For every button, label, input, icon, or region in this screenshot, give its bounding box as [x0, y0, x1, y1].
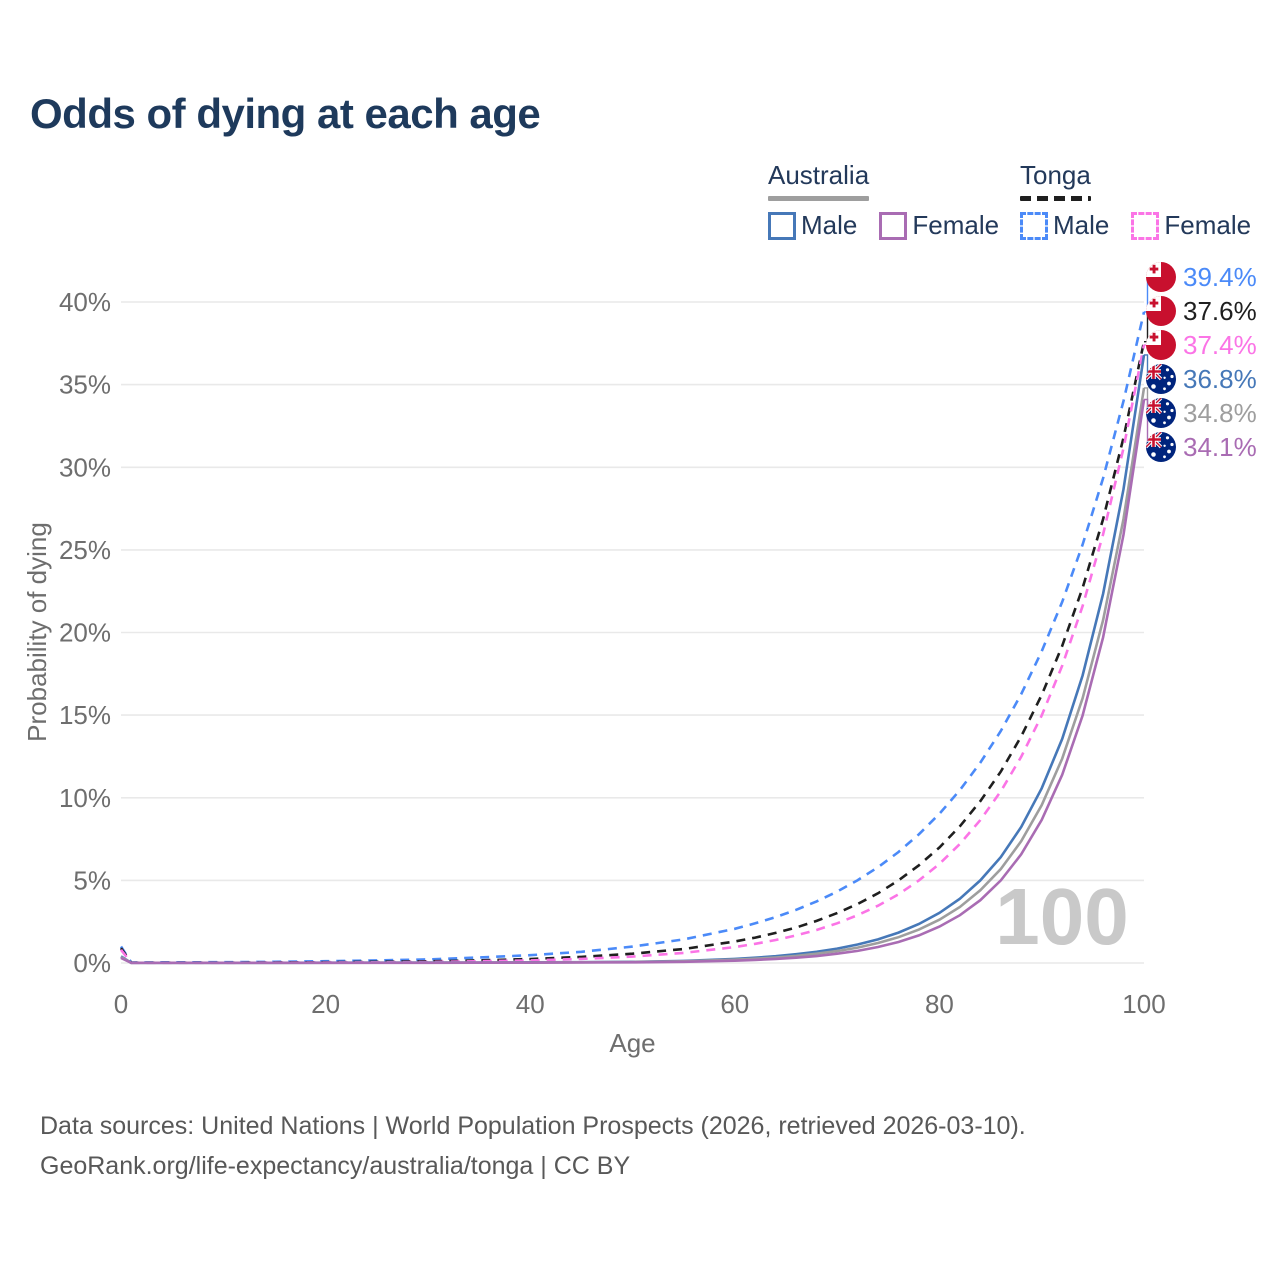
legend-item-australia-female[interactable]: Female: [879, 210, 999, 241]
end-label-tonga-male: 39.4%: [1146, 261, 1257, 293]
legend-item-label: Female: [1164, 210, 1252, 240]
y-tick-label: 40%: [59, 287, 111, 317]
end-label-value: 37.4%: [1183, 329, 1257, 360]
y-tick-label: 5%: [73, 865, 111, 895]
australia-flag-icon: [1146, 398, 1176, 428]
series-line-australia-both: [120, 387, 1146, 965]
end-label-tonga-female: 37.4%: [1146, 329, 1257, 361]
series-line-australia-male: [120, 354, 1146, 965]
end-label-australia-both: 34.8%: [1146, 397, 1257, 429]
x-tick-label: 40: [516, 989, 545, 1019]
end-label-australia-male: 36.8%: [1146, 363, 1257, 395]
legend-header-tonga: Tonga: [1020, 160, 1091, 201]
legend-country-label: Australia: [768, 160, 870, 190]
legend-underline-australia: [768, 196, 870, 201]
footer-sources: Data sources: United Nations | World Pop…: [40, 1112, 1026, 1140]
y-axis-title: Probability of dying: [22, 522, 52, 742]
line-swatch-icon: [879, 211, 908, 240]
legend-item-tonga-female[interactable]: Female: [1131, 210, 1251, 241]
series-line-tonga-female: [119, 344, 1146, 965]
end-label-value: 36.8%: [1183, 363, 1257, 394]
y-tick-label: 35%: [59, 370, 111, 400]
legend-group-tonga: Tonga Male Female: [1020, 160, 1251, 241]
tonga-flag-icon: [1146, 296, 1176, 326]
y-tick-label: 30%: [59, 452, 111, 482]
series-line-tonga-male: [119, 311, 1146, 964]
legend-underline-tonga: [1020, 196, 1091, 201]
x-axis-title: Age: [609, 1028, 655, 1058]
y-tick-label: 0%: [73, 948, 111, 978]
x-tick-label: 80: [925, 989, 954, 1019]
end-label-australia-female: 34.1%: [1146, 431, 1257, 463]
age-watermark: 100: [995, 872, 1128, 961]
footer: Data sources: United Nations | World Pop…: [40, 1106, 1026, 1186]
end-label-tonga-both: 37.6%: [1146, 295, 1257, 327]
australia-flag-icon: [1146, 364, 1176, 394]
x-tick-label: 0: [114, 989, 128, 1019]
end-label-value: 34.8%: [1183, 397, 1257, 428]
legend-item-label: Male: [801, 210, 858, 240]
legend-item-tonga-male[interactable]: Male: [1020, 210, 1109, 241]
line-swatch-icon: [1131, 211, 1160, 240]
legend-country-label: Tonga: [1020, 160, 1091, 190]
australia-flag-icon: [1146, 432, 1176, 462]
mortality-line-chart[interactable]: 0% 5% 10% 15% 20% 25% 30% 35% 40% 0 20 40 60 80 100 Age…: [0, 0, 1280, 1080]
legend-item-australia-male[interactable]: Male: [768, 210, 857, 241]
series-line-tonga-both: [119, 341, 1146, 964]
footer-attribution: GeoRank.org/life-expectancy/australia/to…: [40, 1152, 631, 1180]
tonga-flag-icon: [1146, 262, 1176, 292]
y-tick-label: 25%: [59, 535, 111, 565]
end-label-value: 39.4%: [1183, 261, 1257, 292]
y-tick-label: 10%: [59, 783, 111, 813]
tonga-flag-icon: [1146, 330, 1176, 360]
x-tick-label: 100: [1122, 989, 1165, 1019]
y-tick-label: 15%: [59, 700, 111, 730]
end-label-value: 34.1%: [1183, 431, 1257, 462]
legend-header-australia: Australia: [768, 160, 870, 201]
page-title: Odds of dying at each age: [30, 90, 541, 137]
x-tick-label: 60: [720, 989, 749, 1019]
line-swatch-icon: [768, 211, 796, 240]
end-label-value: 37.6%: [1183, 295, 1257, 326]
legend-group-australia: Australia Male Female: [768, 160, 999, 241]
line-swatch-icon: [1020, 211, 1048, 240]
y-tick-label: 20%: [59, 618, 111, 648]
series-line-australia-female: [120, 399, 1146, 965]
legend-item-label: Female: [912, 210, 1000, 240]
legend-item-label: Male: [1053, 210, 1110, 240]
x-tick-label: 20: [311, 989, 340, 1019]
